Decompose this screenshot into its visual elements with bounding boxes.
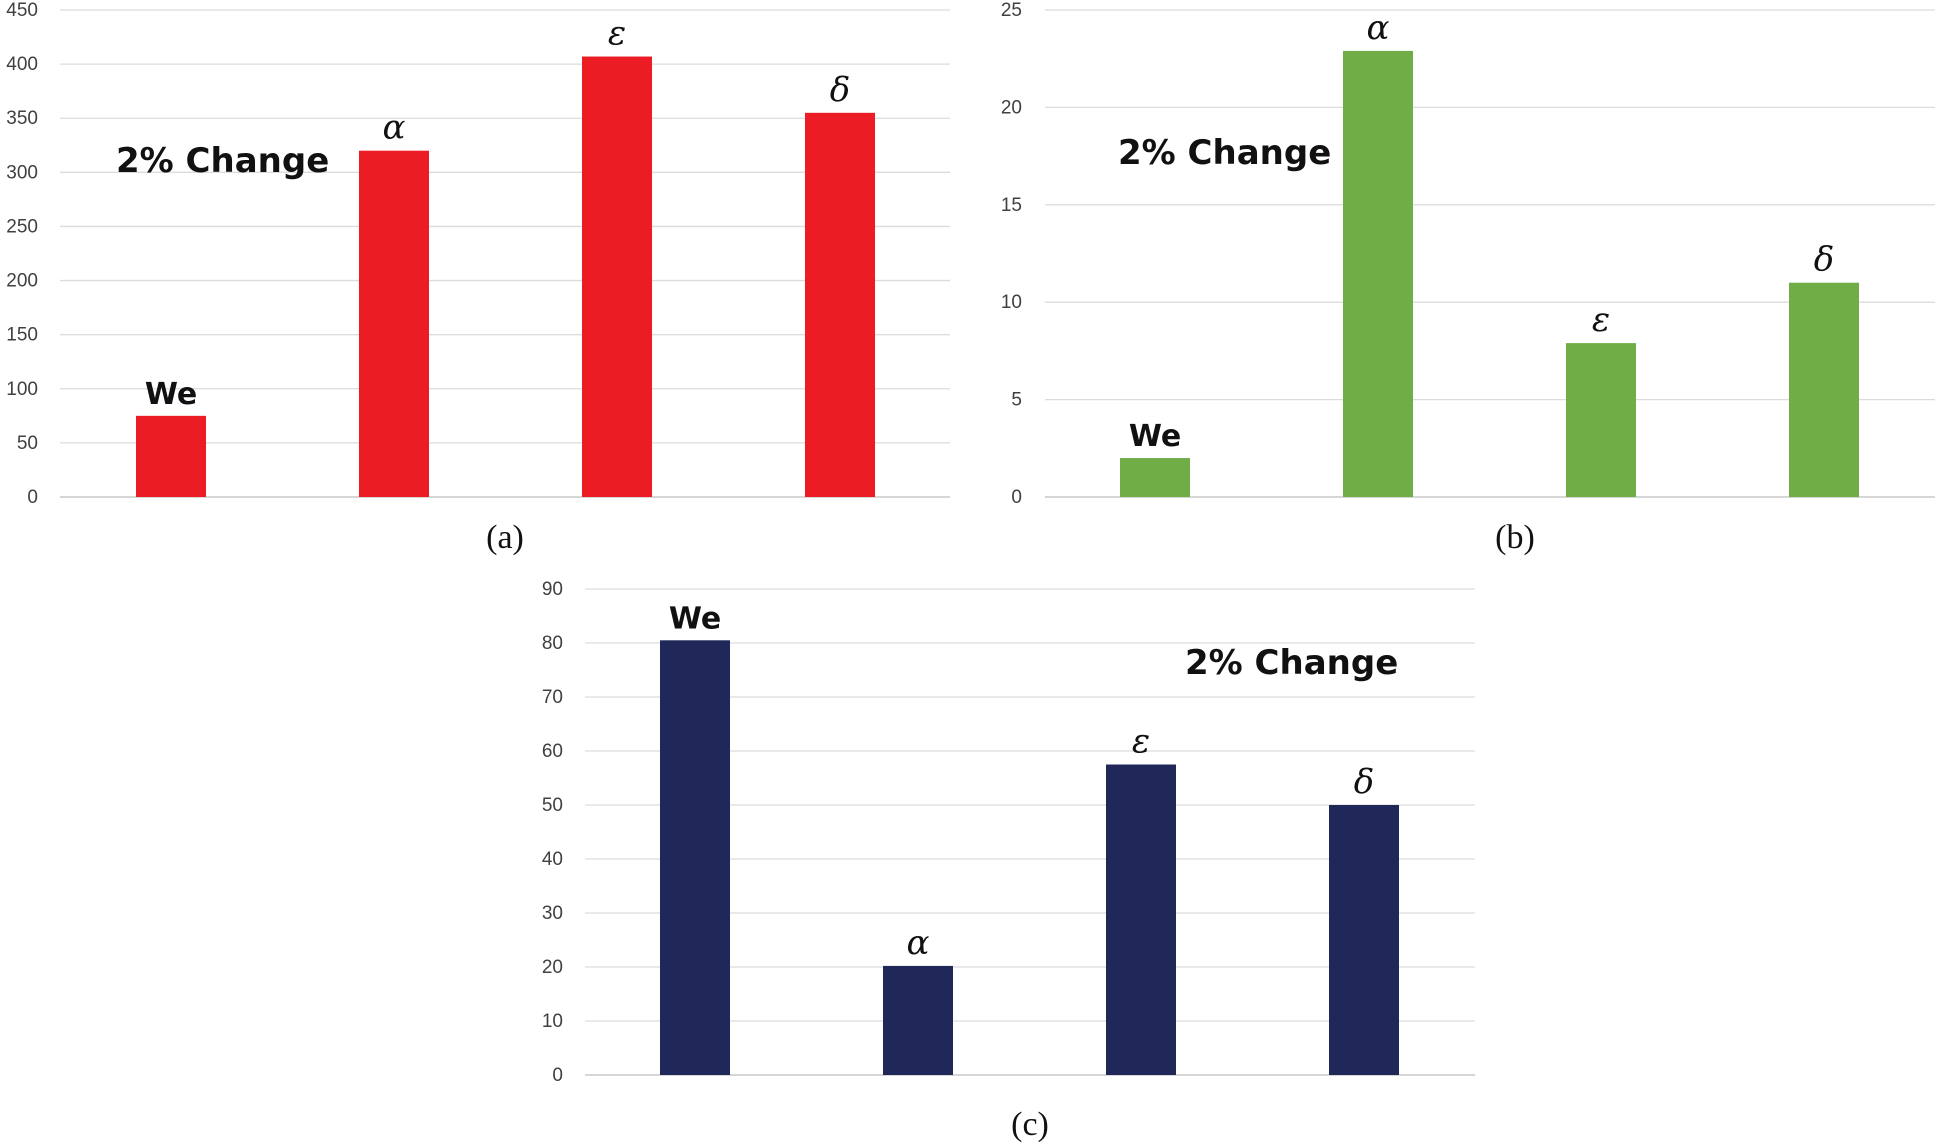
bar-category-label: We [669,601,721,636]
bar-category-label: We [145,377,197,412]
bar-category-label: δ [1814,240,1834,280]
y-tick-label: 30 [542,903,563,924]
y-tick-label: 200 [6,271,38,292]
y-tick-label: 60 [542,741,563,762]
panel-caption: (b) [1495,519,1535,556]
y-tick-label: 250 [6,216,38,237]
panel-caption: (c) [1011,1106,1049,1143]
panel-annotation: 2% Change [1118,133,1331,173]
y-tick-label: 20 [542,957,563,978]
y-tick-label: 300 [6,162,38,183]
bar-category-label: α [907,923,930,963]
chart-panel-b: 0 5 10 15 20 25 We α ε δ 2% Change (b) [1001,0,1935,556]
y-tick-label: 40 [542,849,563,870]
y-tick-label: 70 [542,687,563,708]
bar-param-1 [359,150,429,497]
bar-param-1 [1343,50,1413,498]
bar-category-label: α [1367,8,1390,48]
y-tick-label: 450 [6,0,38,21]
y-tick-label: 50 [542,795,563,816]
bar-we [136,415,206,497]
bar-category-label: ε [1132,722,1150,762]
y-tick-label: 350 [6,108,38,129]
bar-param-3 [1329,805,1399,1075]
y-tick-label: 400 [6,54,38,75]
bar-we [660,640,730,1075]
y-tick-label: 0 [27,487,38,508]
y-tick-label: 10 [1001,292,1022,313]
bar-category-label: δ [1354,762,1374,802]
panel-annotation: 2% Change [116,141,329,181]
y-tick-label: 25 [1001,0,1022,21]
bar-param-1 [883,965,953,1075]
bar-category-label: ε [608,14,626,54]
bar-param-2 [1566,343,1636,497]
panel-annotation: 2% Change [1185,643,1398,683]
bar-category-label: α [383,108,406,148]
y-tick-label: 0 [1011,487,1022,508]
chart-panel-c: 0 10 20 30 40 50 60 70 80 90 We α ε δ 2% Change (c) [542,579,1475,1143]
y-tick-label: 0 [552,1065,563,1086]
bar-param-2 [1106,764,1176,1075]
y-tick-label: 100 [6,379,38,400]
bar-we [1120,458,1190,497]
y-tick-label: 20 [1001,97,1022,118]
y-tick-label: 10 [542,1011,563,1032]
y-tick-label: 80 [542,633,563,654]
y-tick-label: 90 [542,579,563,600]
y-tick-label: 5 [1011,390,1022,411]
bar-param-2 [582,56,652,498]
panel-caption: (a) [486,519,524,556]
bar-category-label: ε [1592,300,1610,340]
y-tick-label: 50 [17,433,38,454]
bar-category-label: δ [830,70,850,110]
y-tick-label: 150 [6,325,38,346]
chart-panel-a: 0 50 100 150 200 250 300 350 400 450 We α ε δ 2% Chang… [6,0,950,556]
y-tick-label: 15 [1001,195,1022,216]
bar-param-3 [1789,282,1859,497]
bar-category-label: We [1129,419,1181,454]
bar-param-3 [805,112,875,498]
